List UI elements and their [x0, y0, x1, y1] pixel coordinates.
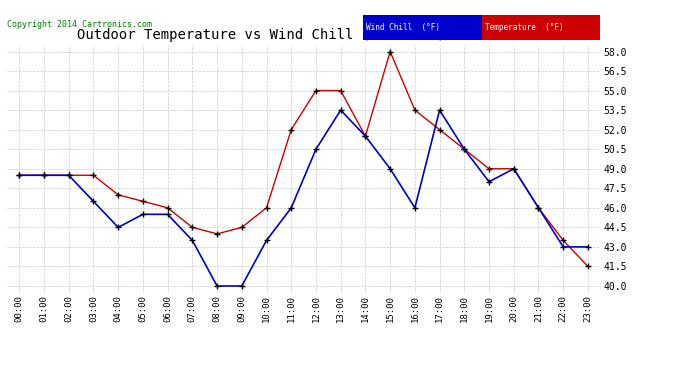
Text: Wind Chill  (°F): Wind Chill (°F): [366, 23, 440, 32]
Title: Outdoor Temperature vs Wind Chill (24 Hours)  20140408: Outdoor Temperature vs Wind Chill (24 Ho…: [77, 28, 530, 42]
Text: Copyright 2014 Cartronics.com: Copyright 2014 Cartronics.com: [7, 20, 152, 29]
FancyBboxPatch shape: [482, 15, 600, 40]
FancyBboxPatch shape: [363, 15, 482, 40]
Text: Temperature  (°F): Temperature (°F): [484, 23, 563, 32]
